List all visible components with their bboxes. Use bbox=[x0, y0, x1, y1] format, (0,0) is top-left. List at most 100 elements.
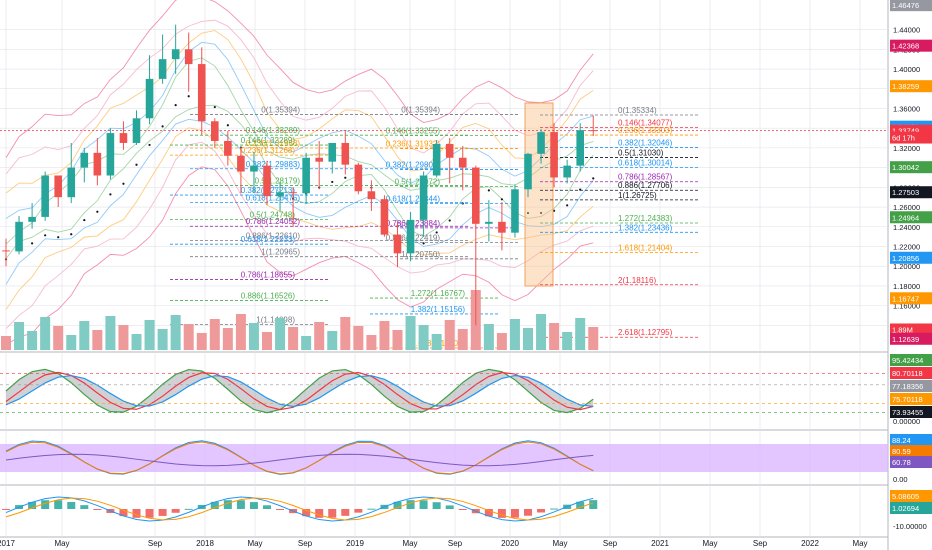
candle[interactable] bbox=[445, 138, 454, 184]
candle[interactable] bbox=[263, 160, 271, 206]
candle[interactable] bbox=[289, 187, 297, 227]
candle-body bbox=[354, 164, 363, 192]
price-badge-bg[interactable] bbox=[890, 332, 932, 345]
fib-left-label: 0.618(1.26475) bbox=[246, 193, 301, 202]
price-badge-bg[interactable] bbox=[890, 292, 932, 305]
candle[interactable] bbox=[315, 140, 323, 190]
candle[interactable] bbox=[93, 138, 102, 186]
candle[interactable] bbox=[341, 131, 350, 175]
candle[interactable] bbox=[80, 147, 89, 183]
candle[interactable] bbox=[432, 140, 441, 178]
price-badge-bg[interactable] bbox=[890, 323, 932, 336]
candle-body bbox=[67, 167, 76, 198]
time-axis[interactable]: 2017 May Sep 2018 May Sep 2019 May Sep 2020 May Sep… bbox=[0, 539, 868, 548]
candle[interactable] bbox=[184, 32, 193, 92]
candle[interactable] bbox=[354, 162, 363, 195]
candle[interactable] bbox=[328, 142, 337, 174]
volume-bar bbox=[536, 314, 547, 350]
candle[interactable] bbox=[158, 34, 167, 84]
candle-body bbox=[93, 152, 102, 176]
candle[interactable] bbox=[563, 159, 571, 184]
candle[interactable] bbox=[145, 55, 154, 125]
rsi-badge-bg[interactable] bbox=[890, 456, 932, 468]
stoch-badge-bg[interactable] bbox=[890, 393, 932, 405]
macd-badge-bg[interactable] bbox=[890, 502, 932, 514]
rsi-badge-bg[interactable] bbox=[890, 445, 932, 457]
price-tick: 1.44000 bbox=[893, 26, 920, 35]
candle-body bbox=[341, 142, 350, 165]
rsi-badge-bg[interactable] bbox=[890, 434, 932, 446]
candle[interactable] bbox=[41, 171, 49, 221]
macd-hist bbox=[524, 509, 532, 516]
candle[interactable] bbox=[237, 147, 245, 194]
candle[interactable] bbox=[211, 118, 219, 148]
stoch-badge-bg[interactable] bbox=[890, 367, 932, 379]
price-badge-bg[interactable] bbox=[890, 131, 932, 144]
stoch-badge-bg[interactable] bbox=[890, 380, 932, 392]
price-axis[interactable]: 1.440001.420001.400001.380001.360001.340… bbox=[889, 0, 932, 550]
candle[interactable] bbox=[119, 121, 128, 150]
price-badge-bg[interactable] bbox=[890, 39, 932, 52]
candle[interactable] bbox=[302, 152, 310, 205]
candle[interactable] bbox=[54, 175, 62, 208]
candle[interactable] bbox=[550, 123, 558, 188]
candle[interactable] bbox=[250, 151, 258, 194]
candle[interactable] bbox=[224, 131, 232, 166]
volume-bar bbox=[248, 323, 259, 350]
candle[interactable] bbox=[67, 142, 76, 204]
stoch-badge-bg[interactable] bbox=[890, 406, 932, 418]
candle[interactable] bbox=[276, 182, 284, 211]
candle[interactable] bbox=[132, 110, 141, 145]
candle[interactable] bbox=[576, 123, 584, 172]
volume-bar bbox=[457, 329, 468, 350]
candle[interactable] bbox=[485, 200, 493, 242]
macd-hist bbox=[67, 501, 76, 509]
time-label: Sep bbox=[603, 539, 618, 548]
volume-bar bbox=[262, 332, 272, 350]
candle[interactable] bbox=[472, 165, 480, 326]
price-badge-bg[interactable] bbox=[890, 161, 932, 174]
candle[interactable] bbox=[524, 152, 532, 198]
candle[interactable] bbox=[380, 195, 389, 237]
candle[interactable] bbox=[171, 24, 180, 74]
price-badge: 1.42368 bbox=[892, 42, 919, 51]
price-badge-bg[interactable] bbox=[890, 0, 932, 12]
stoch-badge-bg[interactable] bbox=[890, 354, 932, 366]
candle[interactable] bbox=[419, 171, 428, 237]
trail-dot bbox=[553, 209, 556, 212]
price-badge-bg[interactable] bbox=[890, 186, 932, 199]
candle[interactable] bbox=[458, 145, 467, 191]
fib-ext-mid-label: 1.382(1.15156) bbox=[411, 305, 466, 314]
macd-hist bbox=[236, 500, 245, 509]
macd-badge-bg[interactable] bbox=[890, 490, 932, 502]
candle[interactable] bbox=[393, 221, 402, 268]
time-label: May bbox=[54, 539, 69, 548]
candle[interactable] bbox=[106, 128, 115, 180]
candles[interactable] bbox=[2, 24, 598, 326]
trail-dot bbox=[213, 105, 216, 109]
volume-bar bbox=[340, 317, 351, 350]
macd-hist bbox=[419, 500, 428, 509]
candle[interactable] bbox=[28, 203, 36, 229]
candle[interactable] bbox=[197, 47, 206, 136]
rsi-signal-line bbox=[5, 441, 594, 475]
candle[interactable] bbox=[2, 238, 10, 267]
candle[interactable] bbox=[511, 184, 519, 238]
rsi-badge: 60.78 bbox=[892, 458, 911, 467]
price-badge-bg[interactable] bbox=[890, 251, 932, 264]
candle[interactable] bbox=[15, 215, 23, 255]
price-badge-bg[interactable] bbox=[890, 211, 932, 224]
fib-mid-label: 0.236(1.31932) bbox=[386, 140, 441, 149]
candle[interactable] bbox=[498, 202, 506, 251]
trail-dot bbox=[448, 219, 451, 222]
macd-hist bbox=[249, 502, 258, 509]
indicator-panels bbox=[0, 368, 888, 522]
candle[interactable] bbox=[589, 115, 598, 137]
trail-dot bbox=[57, 236, 60, 239]
candle[interactable] bbox=[537, 129, 545, 164]
price-badge-bg[interactable] bbox=[890, 80, 932, 93]
candle[interactable] bbox=[406, 211, 415, 262]
candle[interactable] bbox=[367, 180, 376, 211]
stoch-line bbox=[5, 374, 594, 408]
